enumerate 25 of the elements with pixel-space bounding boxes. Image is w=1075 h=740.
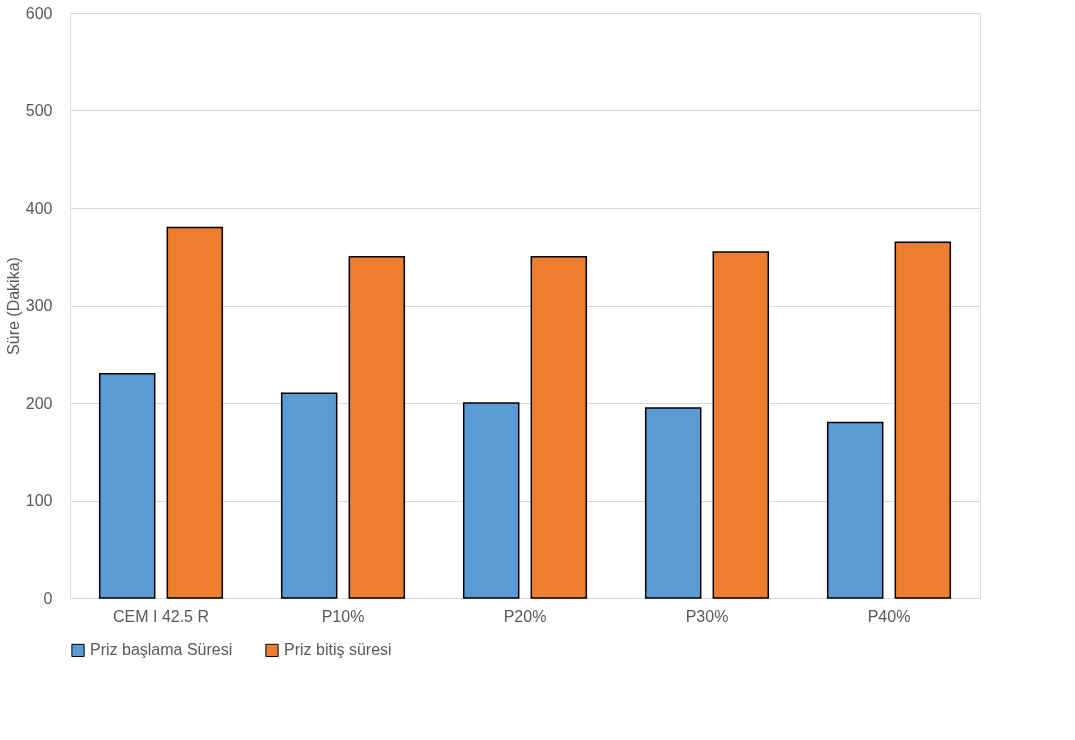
y-tick-label: 400 bbox=[25, 199, 53, 217]
y-tick-label: 500 bbox=[25, 102, 53, 119]
bar bbox=[644, 407, 702, 599]
y-axis-title: Süre (Dakika) bbox=[4, 257, 22, 355]
y-tick-label: 300 bbox=[25, 297, 53, 314]
bar bbox=[530, 256, 588, 599]
x-tick-label: P40% bbox=[867, 607, 911, 625]
y-tick-label: 600 bbox=[25, 4, 53, 22]
bar bbox=[166, 226, 224, 599]
bar bbox=[280, 392, 338, 599]
x-tick-label: CEM I 42.5 R bbox=[112, 607, 210, 625]
legend-label: Priz bitiş süresi bbox=[284, 641, 392, 659]
legend-label: Priz başlama Süresi bbox=[90, 641, 233, 659]
y-tick-label: 200 bbox=[25, 394, 53, 412]
bar bbox=[348, 256, 406, 599]
bar bbox=[462, 402, 520, 599]
bar bbox=[98, 373, 156, 599]
y-tick-label: 100 bbox=[25, 492, 53, 509]
bar bbox=[712, 251, 770, 599]
bar bbox=[826, 421, 884, 599]
x-tick-label: P30% bbox=[685, 607, 729, 625]
y-tick-label: 0 bbox=[43, 589, 53, 607]
x-tick-label: P10% bbox=[321, 607, 365, 625]
bar bbox=[894, 241, 952, 599]
x-tick-label: P20% bbox=[503, 607, 547, 625]
